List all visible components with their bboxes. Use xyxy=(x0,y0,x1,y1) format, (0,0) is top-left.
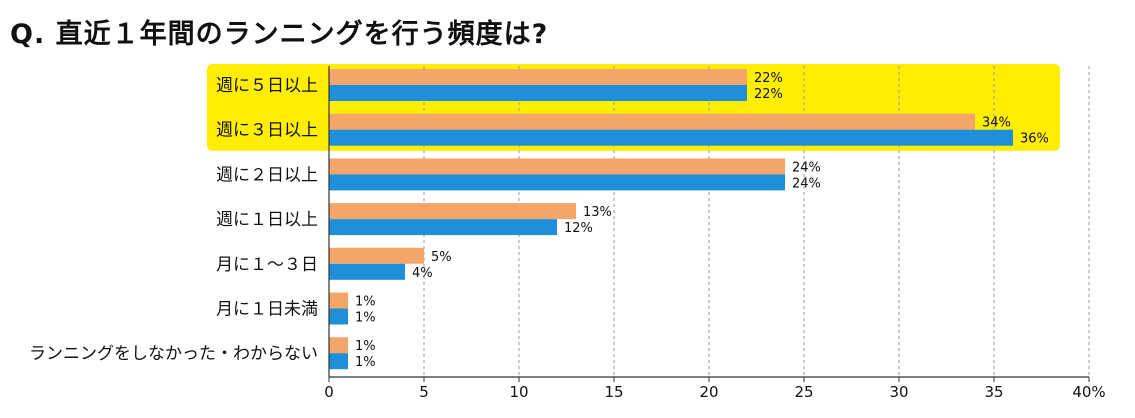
bar xyxy=(329,113,975,130)
axis-layer: 0 5 10 15 20 25 30 35 40% xyxy=(324,66,1106,401)
bar xyxy=(329,247,424,264)
x-tick-label: 10 xyxy=(509,383,528,401)
bar xyxy=(329,69,747,85)
bar xyxy=(329,263,405,280)
data-label: 13% xyxy=(583,205,612,220)
category-label: 週に３日以上 xyxy=(216,121,318,141)
bar xyxy=(329,174,785,191)
bar xyxy=(329,292,348,309)
data-label: 12% xyxy=(564,221,593,236)
bar xyxy=(329,308,348,325)
bar xyxy=(329,219,557,236)
chart-title: Q. 直近１年間のランニングを行う頻度は? xyxy=(10,19,549,50)
x-tick-label: 15 xyxy=(604,383,623,401)
data-label: 1% xyxy=(355,339,376,354)
label-layer: 週に５日以上 22%22% 週に３日以上 34% 36% 週に２日以上 24%24% 週に１日… xyxy=(29,71,1049,370)
category-label: 月に１日未満 xyxy=(216,300,318,320)
x-tick-label: 35 xyxy=(984,383,1003,401)
bar xyxy=(329,129,1013,146)
data-label: 1% xyxy=(355,295,376,310)
data-label: 36% xyxy=(1020,132,1049,147)
x-tick-label: 0 xyxy=(324,383,334,401)
category-label: 週に１日以上 xyxy=(216,210,318,230)
data-label: 24% xyxy=(792,160,821,175)
data-label: 4% xyxy=(412,266,433,281)
data-label: 24% xyxy=(792,176,821,191)
category-label: ランニングをしなかった・わからない xyxy=(29,344,318,364)
category-label: 週に２日以上 xyxy=(216,165,318,185)
x-tick-label: 30 xyxy=(889,383,908,401)
bar xyxy=(329,353,348,370)
bar xyxy=(329,337,348,354)
x-tick-label: 20 xyxy=(699,383,718,401)
data-label: 1% xyxy=(355,355,376,370)
bar-layer xyxy=(329,69,1013,370)
data-label: 22% xyxy=(754,87,783,102)
x-tick-label: 25 xyxy=(794,383,813,401)
grid-layer xyxy=(423,66,1090,377)
x-tick-label: 5 xyxy=(419,383,429,401)
data-label: 5% xyxy=(431,250,452,265)
data-label: 34% xyxy=(982,116,1011,131)
bar xyxy=(329,85,747,101)
bar xyxy=(329,158,785,175)
x-tick-label: 40% xyxy=(1072,383,1105,401)
data-label: 22% xyxy=(754,71,783,86)
category-label: 月に１〜３日 xyxy=(216,255,318,275)
data-label: 1% xyxy=(355,311,376,326)
bar xyxy=(329,203,576,220)
category-label: 週に５日以上 xyxy=(216,76,318,96)
